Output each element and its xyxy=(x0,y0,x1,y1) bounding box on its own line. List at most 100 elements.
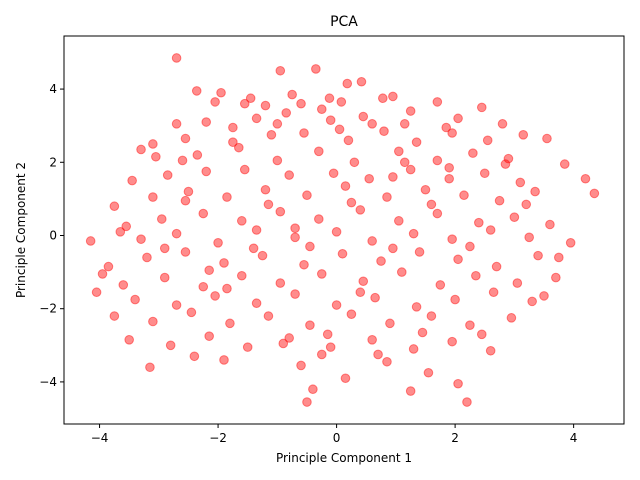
scatter-point xyxy=(399,157,410,168)
scatter-point xyxy=(325,115,336,125)
scatter-point xyxy=(201,166,212,177)
scatter-point xyxy=(373,349,383,360)
scatter-point xyxy=(382,192,392,202)
scatter-point xyxy=(346,309,357,319)
scatter-point xyxy=(148,316,158,327)
scatter-point xyxy=(355,287,366,298)
scatter-point xyxy=(331,300,342,310)
scatter-point xyxy=(355,205,366,215)
scatter-point xyxy=(471,270,481,281)
scatter-point xyxy=(459,190,469,201)
scatter-point xyxy=(191,86,202,96)
scatter-point xyxy=(349,157,360,168)
points-layer xyxy=(85,53,600,407)
scatter-point xyxy=(257,250,268,261)
scatter-point xyxy=(171,119,182,129)
scatter-point xyxy=(236,216,247,226)
scatter-point xyxy=(165,340,176,351)
scatter-point xyxy=(580,173,591,184)
scatter-point xyxy=(201,117,212,127)
scatter-point xyxy=(219,355,229,365)
scatter-point xyxy=(216,87,226,98)
scatter-point xyxy=(204,331,214,341)
scatter-point xyxy=(148,139,158,149)
x-tick-label: −2 xyxy=(209,431,227,445)
scatter-point xyxy=(115,227,126,237)
scatter-point xyxy=(302,190,312,201)
scatter-point xyxy=(518,130,529,140)
scatter-point xyxy=(530,186,540,197)
scatter-point xyxy=(222,192,232,202)
scatter-point xyxy=(423,367,434,378)
scatter-point xyxy=(465,241,475,252)
scatter-point xyxy=(411,302,422,312)
scatter-point xyxy=(272,119,283,129)
scatter-point xyxy=(551,272,561,283)
scatter-point xyxy=(151,151,161,162)
scatter-point xyxy=(275,206,286,217)
scatter-point xyxy=(405,106,416,116)
scatter-point xyxy=(159,272,170,283)
scatter-point xyxy=(171,53,182,63)
scatter-point xyxy=(281,108,292,118)
x-tick-label: 4 xyxy=(570,431,578,445)
scatter-point xyxy=(290,232,300,243)
scatter-point xyxy=(432,155,443,166)
scatter-point xyxy=(527,296,537,307)
scatter-point xyxy=(485,345,496,356)
y-tick-label: 4 xyxy=(49,82,57,96)
scatter-point xyxy=(405,386,416,396)
scatter-point xyxy=(278,338,289,349)
scatter-point xyxy=(453,378,463,389)
plot-frame xyxy=(63,35,625,425)
scatter-point xyxy=(482,135,493,146)
y-tick-label: −2 xyxy=(39,302,57,316)
scatter-point xyxy=(109,201,120,212)
scatter-point xyxy=(266,130,277,140)
scatter-point xyxy=(444,162,454,173)
scatter-point xyxy=(225,318,235,329)
scatter-point xyxy=(171,228,182,239)
scatter-point xyxy=(334,124,345,135)
scatter-point xyxy=(186,307,197,318)
scatter-point xyxy=(311,64,321,74)
scatter-point xyxy=(239,164,250,175)
scatter-point xyxy=(260,100,271,111)
scatter-point xyxy=(485,225,496,235)
scatter-point xyxy=(284,333,294,343)
scatter-point xyxy=(213,238,223,248)
scatter-point xyxy=(388,172,398,182)
scatter-point xyxy=(322,329,333,340)
scatter-point xyxy=(121,221,132,232)
scatter-point xyxy=(340,373,351,384)
scatter-point xyxy=(222,283,232,294)
scatter-point xyxy=(302,397,312,407)
scatter-point xyxy=(180,195,191,206)
scatter-point xyxy=(356,76,367,87)
scatter-point xyxy=(542,133,552,144)
scatter-point xyxy=(340,181,351,191)
scatter-point xyxy=(305,320,315,330)
scatter-point xyxy=(234,142,244,153)
scatter-point xyxy=(228,137,238,147)
scatter-point xyxy=(242,342,253,352)
scatter-point xyxy=(378,93,388,104)
scatter-point xyxy=(260,184,271,195)
scatter-point xyxy=(515,177,526,188)
scatter-point xyxy=(118,280,129,290)
scatter-point xyxy=(367,236,377,246)
scatter-point xyxy=(251,113,262,124)
scatter-point xyxy=(506,313,517,323)
scatter-point xyxy=(314,214,324,224)
scatter-point xyxy=(382,356,392,367)
scatter-point xyxy=(263,311,274,321)
x-axis-title: Principle Component 1 xyxy=(276,451,412,465)
scatter-point xyxy=(342,78,353,89)
scatter-point xyxy=(296,98,306,109)
scatter-point xyxy=(476,102,487,113)
scatter-point xyxy=(316,349,327,360)
scatter-point xyxy=(287,89,297,100)
scatter-point xyxy=(376,256,386,266)
scatter-point xyxy=(545,219,555,230)
